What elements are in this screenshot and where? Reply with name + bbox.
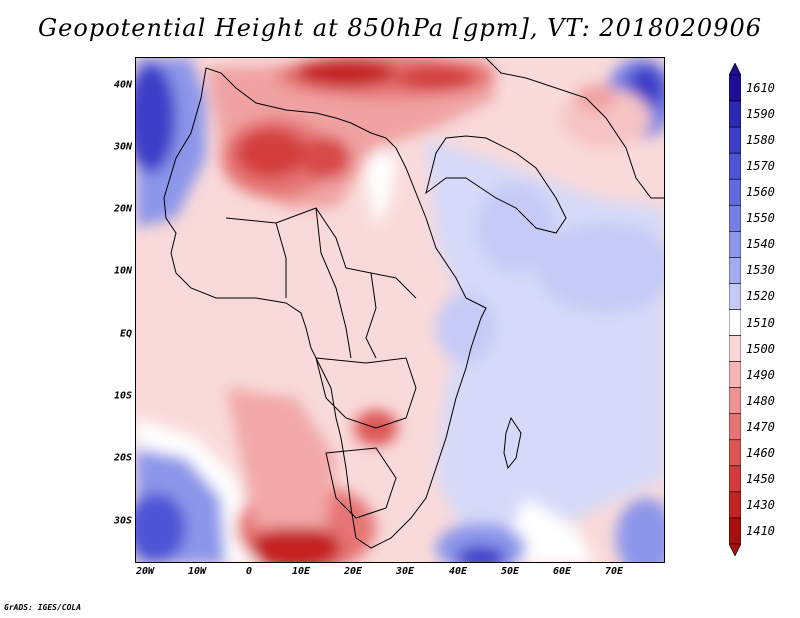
lat-label-30n: 30N (113, 141, 132, 153)
height-field (136, 58, 664, 562)
map-title: Geopotential Height at 850hPa [gpm], VT:… (38, 14, 762, 42)
colorbar-level-label: 1540 (746, 237, 775, 252)
colorbar-level-label: 1550 (746, 211, 775, 226)
colorbar-swatch (728, 100, 742, 128)
colorbar-swatch (728, 413, 742, 441)
colorbar-level-label: 1490 (746, 367, 775, 382)
colorbar-swatch (728, 465, 742, 493)
colorbar-level-label: 1470 (746, 419, 775, 434)
grads-credit: GrADS: IGES/COLA (4, 603, 82, 612)
lon-label-20w: 20W (135, 566, 155, 577)
colorbar-swatch (728, 231, 742, 258)
colorbar-level-label: 1480 (746, 393, 775, 408)
colorbar-swatch (728, 335, 742, 362)
colorbar-swatch (728, 126, 742, 154)
colorbar-swatch (728, 439, 742, 467)
lon-label-60e: 60E (552, 566, 572, 577)
colorbar-swatch (728, 361, 742, 388)
colorbar-swatch (728, 387, 742, 415)
colorbar-swatch (728, 257, 742, 284)
colorbar-swatches (728, 62, 742, 557)
lon-label-70e: 70E (604, 566, 624, 577)
map-panel (135, 57, 665, 563)
colorbar-swatch (728, 204, 742, 232)
lat-label-10n: 10N (113, 265, 132, 277)
colorbar-level-label: 1410 (746, 523, 775, 538)
colorbar-level-label: 1500 (746, 341, 775, 356)
colorbar-level-label: 1530 (746, 263, 775, 278)
colorbar-level-label: 1560 (746, 185, 775, 200)
colorbar-bottom-arrow (728, 543, 742, 557)
lat-label-10s: 10S (113, 390, 132, 402)
colorbar-swatch (728, 517, 742, 545)
colorbar-level-label: 1570 (746, 159, 775, 174)
lon-label-30e: 30E (395, 566, 415, 577)
lon-label-20e: 20E (343, 566, 363, 577)
colorbar (728, 62, 742, 557)
colorbar-swatch (728, 309, 742, 336)
colorbar-swatch (728, 283, 742, 310)
lat-label-20s: 20S (113, 452, 132, 464)
lon-label-10w: 10W (187, 566, 207, 577)
lat-label-30s: 30S (113, 515, 132, 527)
colorbar-level-label: 1430 (746, 497, 775, 512)
colorbar-level-label: 1580 (746, 133, 775, 148)
colorbar-level-label: 1450 (746, 471, 775, 486)
colorbar-level-label: 1460 (746, 445, 775, 460)
lat-label-eq: EQ (119, 328, 132, 340)
colorbar-swatch (728, 491, 742, 519)
colorbar-top-arrow (728, 62, 742, 76)
lat-label-20n: 20N (113, 203, 132, 215)
colorbar-level-label: 1610 (746, 81, 775, 96)
lat-label-40n: 40N (113, 79, 132, 91)
lon-label-50e: 50E (500, 566, 520, 577)
lon-label-40e: 40E (448, 566, 468, 577)
colorbar-level-label: 1520 (746, 289, 775, 304)
colorbar-level-label: 1510 (746, 315, 775, 330)
colorbar-swatch (728, 152, 742, 180)
colorbar-swatch (728, 74, 742, 102)
lon-label-10e: 10E (291, 566, 311, 577)
colorbar-swatch (728, 178, 742, 206)
lon-label-0: 0 (245, 566, 253, 577)
colorbar-level-label: 1590 (746, 107, 775, 122)
